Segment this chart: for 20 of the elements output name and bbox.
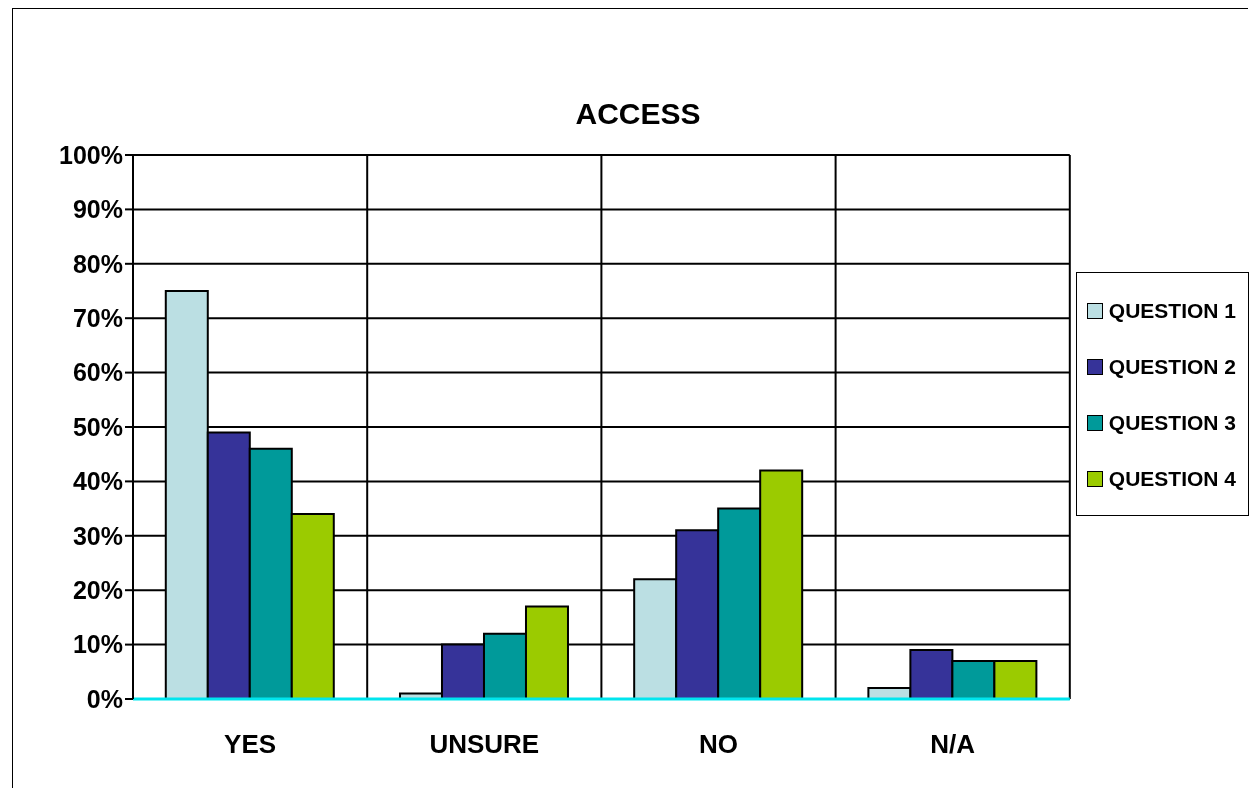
y-tick-label: 40% [72,467,123,496]
x-tick-label: N/A [930,729,976,760]
y-tick-label: 70% [72,304,123,333]
legend-label: QUESTION 3 [1108,411,1236,435]
y-tick-label: 10% [72,630,123,659]
x-tick-label: YES [224,729,277,760]
x-tick-label: UNSURE [429,729,540,760]
y-tick-label: 50% [72,412,123,441]
legend-label: QUESTION 4 [1108,467,1236,491]
y-tick-label: 60% [72,358,123,387]
y-tick-label: 80% [72,249,123,278]
legend-label: QUESTION 2 [1108,355,1236,379]
y-tick-label: 20% [72,576,123,605]
x-tick-label: NO [699,729,738,760]
legend-label: QUESTION 1 [1108,299,1236,323]
y-tick-label: 30% [72,521,123,550]
y-tick-label: 0% [86,684,123,713]
y-tick-label: 100% [59,140,123,169]
y-tick-label: 90% [72,195,123,224]
chart-title: ACCESS [574,97,702,131]
